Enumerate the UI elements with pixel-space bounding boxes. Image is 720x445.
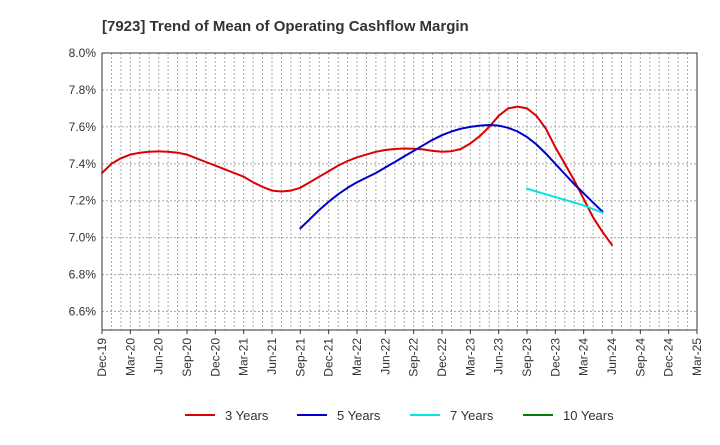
x-tick-label: Dec-19 (95, 338, 109, 377)
legend-label: 10 Years (563, 408, 614, 423)
y-tick-label: 7.0% (69, 231, 97, 245)
x-tick-label: Sep-22 (407, 338, 421, 377)
x-tick-label: Dec-21 (322, 338, 336, 377)
y-tick-label: 7.4% (69, 157, 97, 171)
legend-label: 5 Years (337, 408, 381, 423)
legend: 3 Years 5 Years 7 Years 10 Years (185, 408, 614, 423)
x-tick-label: Mar-23 (463, 338, 477, 376)
x-tick-label: Mar-22 (350, 338, 364, 376)
x-tick-label: Jun-20 (152, 338, 166, 375)
x-tick-label: Jun-21 (265, 338, 279, 375)
plot-frame (101, 52, 698, 331)
x-tick-label: Dec-23 (548, 338, 562, 377)
grid-lines (102, 53, 697, 330)
chart-title: [7923] Trend of Mean of Operating Cashfl… (102, 18, 469, 35)
series-lines (101, 105, 613, 247)
x-axis: Dec-19 Mar-20 Jun-20 Sep-20 Dec-20 Mar-21 Jun-… (95, 330, 704, 377)
x-tick-label: Jun-24 (605, 338, 619, 375)
x-tick-label: Dec-20 (208, 338, 222, 377)
x-tick-label: Jun-23 (492, 338, 506, 375)
x-tick-label: Dec-22 (435, 338, 449, 377)
x-tick-label: Mar-25 (690, 338, 704, 376)
x-tick-label: Mar-21 (237, 338, 251, 376)
y-axis: 6.6% 6.8% 7.0% 7.2% 7.4% 7.6% 7.8% 8.0% (69, 46, 97, 319)
series-line-5-years (299, 124, 604, 230)
legend-label: 3 Years (225, 408, 269, 423)
x-tick-label: Sep-24 (633, 338, 647, 377)
x-tick-label: Mar-20 (123, 338, 137, 376)
y-tick-label: 7.8% (69, 83, 97, 97)
y-tick-label: 8.0% (69, 46, 97, 60)
y-tick-label: 6.6% (69, 305, 97, 319)
legend-label: 7 Years (450, 408, 494, 423)
x-tick-label: Sep-20 (180, 338, 194, 377)
y-tick-label: 7.2% (69, 194, 97, 208)
x-tick-label: Jun-22 (378, 338, 392, 375)
x-tick-label: Sep-21 (293, 338, 307, 377)
series-line-7-years (526, 187, 604, 214)
y-tick-label: 6.8% (69, 268, 97, 282)
y-tick-label: 7.6% (69, 120, 97, 134)
series-line-3-years (101, 105, 613, 247)
x-tick-label: Dec-24 (662, 338, 676, 377)
x-tick-label: Sep-23 (520, 338, 534, 377)
x-tick-label: Mar-24 (577, 338, 591, 376)
